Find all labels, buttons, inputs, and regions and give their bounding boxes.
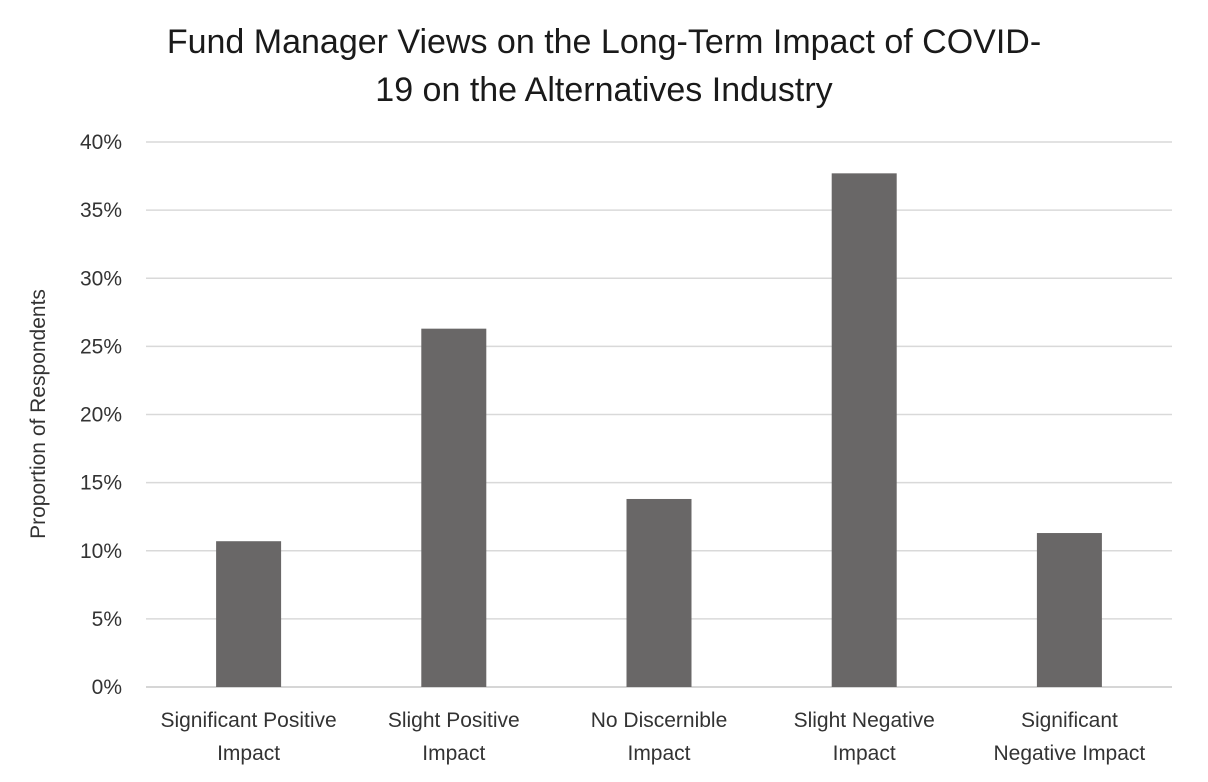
- bars: [216, 173, 1102, 687]
- y-tick-label: 35%: [80, 199, 122, 222]
- y-tick-label: 15%: [80, 472, 122, 495]
- y-tick-label: 20%: [80, 404, 122, 427]
- bar: [831, 173, 897, 687]
- bar: [1036, 533, 1102, 687]
- bar: [216, 541, 282, 687]
- chart-title-line-2: 19 on the Alternatives Industry: [375, 71, 833, 109]
- bar: [626, 498, 692, 687]
- y-axis-label: Proportion of Respondents: [27, 289, 50, 539]
- x-category-label: No Discernible: [591, 709, 728, 732]
- x-category-label: Negative Impact: [994, 742, 1146, 765]
- y-tick-label: 0%: [92, 676, 122, 699]
- chart-title-line-1: Fund Manager Views on the Long-Term Impa…: [166, 23, 1042, 61]
- x-category-label: Slight Negative: [794, 709, 935, 732]
- x-category-label: Impact: [422, 742, 485, 765]
- x-category-label: Impact: [627, 742, 690, 765]
- y-axis-tick-labels: 0% 5% 10% 15% 20% 25% 30% 35% 40%: [80, 131, 122, 699]
- y-tick-label: 30%: [80, 267, 122, 290]
- bar: [421, 328, 487, 687]
- x-category-label: Impact: [217, 742, 280, 765]
- y-tick-label: 10%: [80, 540, 122, 563]
- chart-title: Fund Manager Views on the Long-Term Impa…: [0, 18, 1208, 114]
- y-tick-label: 25%: [80, 335, 122, 358]
- x-category-label: Significant: [1021, 709, 1118, 732]
- x-category-label: Significant Positive: [160, 709, 336, 732]
- x-category-label: Impact: [833, 742, 896, 765]
- x-category-label: Slight Positive: [388, 709, 520, 732]
- y-tick-label: 40%: [80, 131, 122, 154]
- x-axis-category-labels: Significant Positive Impact Slight Positiv…: [160, 709, 1145, 765]
- y-tick-label: 5%: [92, 608, 122, 631]
